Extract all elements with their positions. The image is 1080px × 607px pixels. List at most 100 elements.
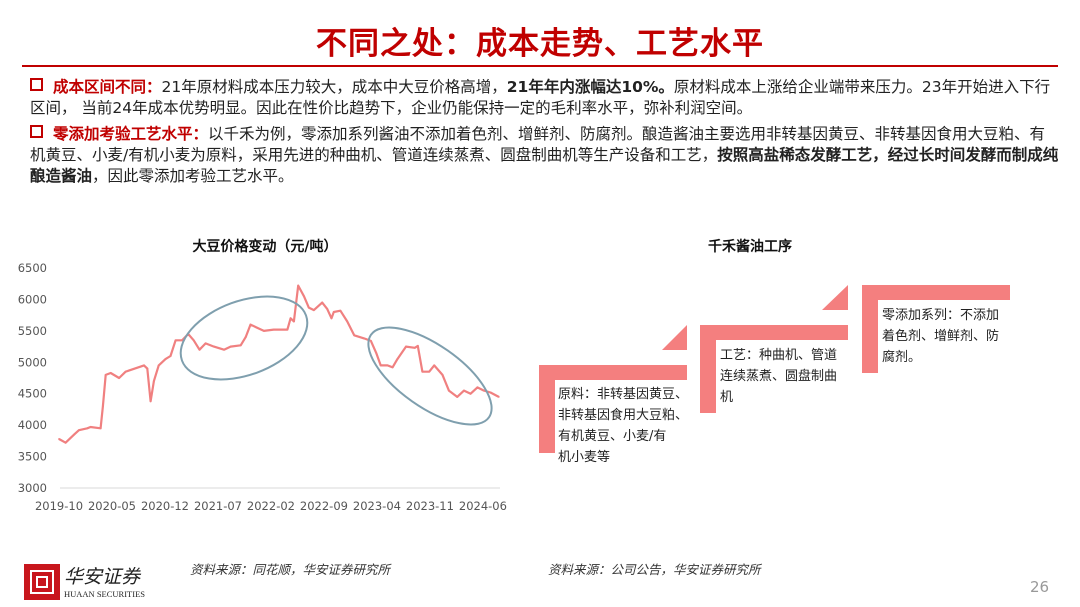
data-point	[330, 317, 333, 320]
soybean-price-chart: 6500 6000 5500 5000 4500 4000 3500 3000 2019-10 2…	[18, 261, 507, 513]
page-number: 26	[1030, 578, 1050, 596]
source-note-left: 资料来源：同花顺，华安证券研究所	[190, 562, 391, 577]
data-point	[89, 426, 92, 428]
data-point	[192, 339, 195, 342]
step-text-zero-additive: 零添加系列：不添加 着色剂、增鲜剂、防 腐剂。	[882, 305, 1022, 368]
data-point	[249, 323, 252, 326]
data-point	[303, 295, 305, 298]
data-point	[213, 345, 215, 348]
logo-en-text: HUAAN SECURITIES	[64, 589, 145, 599]
data-point	[339, 309, 342, 312]
bullet-cost: 成本区间不同：21年原材料成本压力较大，成本中大豆价格高增，21年年内涨幅达10…	[30, 77, 1060, 119]
step-line: 非转基因食用大豆粕、	[558, 408, 689, 423]
y-tick-label: 4500	[18, 387, 47, 401]
bullet-bold-text: 21年年内涨幅达10%。	[506, 78, 674, 96]
source-note-right: 资料来源：公司公告，华安证券研究所	[548, 562, 761, 577]
step-line: 机小麦等	[558, 450, 611, 465]
step-line: 机	[720, 390, 734, 405]
data-point	[58, 438, 60, 440]
x-tick-label: 2021-07	[194, 499, 242, 513]
company-logo-icon	[24, 564, 60, 600]
y-tick-label: 5500	[18, 324, 47, 338]
data-point	[157, 364, 160, 367]
data-point	[272, 328, 275, 331]
process-diagram	[539, 285, 1010, 453]
data-point	[174, 339, 177, 342]
data-point	[78, 429, 80, 432]
square-bullet-icon	[30, 78, 43, 91]
data-point	[476, 386, 479, 389]
step-line: 有机黄豆、小麦/有	[558, 429, 667, 444]
bullet-text: 21年原材料成本压力较大，成本中大豆价格高增，	[161, 78, 507, 96]
data-point	[198, 348, 201, 351]
data-point	[223, 348, 225, 351]
data-point	[102, 405, 104, 408]
data-point	[312, 309, 315, 312]
data-point	[307, 306, 310, 309]
data-point	[379, 364, 382, 367]
data-point	[441, 373, 444, 376]
x-tick-label: 2023-04	[353, 499, 401, 513]
data-point	[124, 370, 127, 373]
data-point	[99, 427, 102, 430]
data-point	[326, 307, 329, 310]
x-tick-label: 2019-10	[35, 499, 83, 513]
data-point	[164, 358, 167, 361]
data-point	[405, 345, 407, 348]
data-point	[369, 340, 372, 342]
data-point	[169, 355, 172, 357]
data-point	[64, 441, 67, 444]
x-tick-label: 2020-12	[141, 499, 189, 513]
data-point	[363, 337, 365, 340]
step-line: 连续蒸煮、圆盘制曲	[720, 369, 838, 384]
y-tick-label: 4000	[18, 418, 47, 432]
data-point	[391, 366, 394, 369]
data-point	[428, 370, 431, 373]
step-line: 原料：非转基因黄豆、	[558, 387, 689, 402]
data-point	[152, 380, 155, 383]
price-line	[58, 284, 500, 444]
data-point	[413, 346, 416, 349]
y-tick-label: 5000	[18, 355, 47, 369]
data-point	[239, 344, 242, 347]
data-point	[421, 370, 424, 373]
bullet-text: 原材料成本上涨给企业端带来压力。23年开始进入下行区间， 当前24年成本优势明显…	[30, 78, 1051, 117]
chart-title: 大豆价格变动（元/吨）	[192, 239, 338, 255]
data-point	[346, 320, 349, 323]
slide-title: 不同之处：成本走势、工艺水平	[316, 26, 764, 62]
data-point	[321, 301, 324, 304]
annotation-ellipse	[179, 295, 309, 381]
logo-cn-text: 华安证券	[64, 566, 141, 588]
title-divider	[22, 65, 1058, 67]
data-point	[483, 389, 485, 392]
data-point	[396, 358, 399, 361]
data-point	[332, 311, 335, 313]
step-shape-process	[700, 285, 848, 413]
step-arrow-icon	[662, 325, 687, 350]
data-point	[262, 329, 265, 332]
data-point	[375, 351, 378, 354]
step-text-process: 工艺：种曲机、管道 连续蒸煮、圆盘制曲 机	[720, 345, 860, 408]
data-point	[463, 389, 465, 392]
data-point	[244, 336, 247, 339]
data-point	[433, 364, 436, 367]
y-tick-label: 6000	[18, 292, 47, 306]
data-point	[447, 389, 450, 392]
step-shape-zero-additive	[862, 285, 1010, 373]
data-point	[469, 392, 472, 395]
step-line: 工艺：种曲机、管道	[720, 348, 838, 363]
step-shape-raw-material	[539, 325, 687, 453]
step-text-raw-material: 原料：非转基因黄豆、 非转基因食用大豆粕、 有机黄豆、小麦/有 机小麦等	[558, 384, 698, 468]
step-arrow-icon	[822, 285, 848, 310]
bullet-text: ，因此零添加考验工艺水平。	[92, 167, 294, 185]
x-tick-label: 2020-05	[88, 499, 136, 513]
square-bullet-icon	[30, 125, 43, 138]
y-tick-label: 6500	[18, 261, 47, 275]
data-point	[489, 391, 492, 394]
data-point	[86, 427, 89, 430]
process-title: 千禾酱油工序	[708, 239, 792, 255]
data-point	[118, 377, 120, 379]
data-point	[293, 320, 295, 323]
step-line: 着色剂、增鲜剂、防	[882, 329, 1000, 344]
